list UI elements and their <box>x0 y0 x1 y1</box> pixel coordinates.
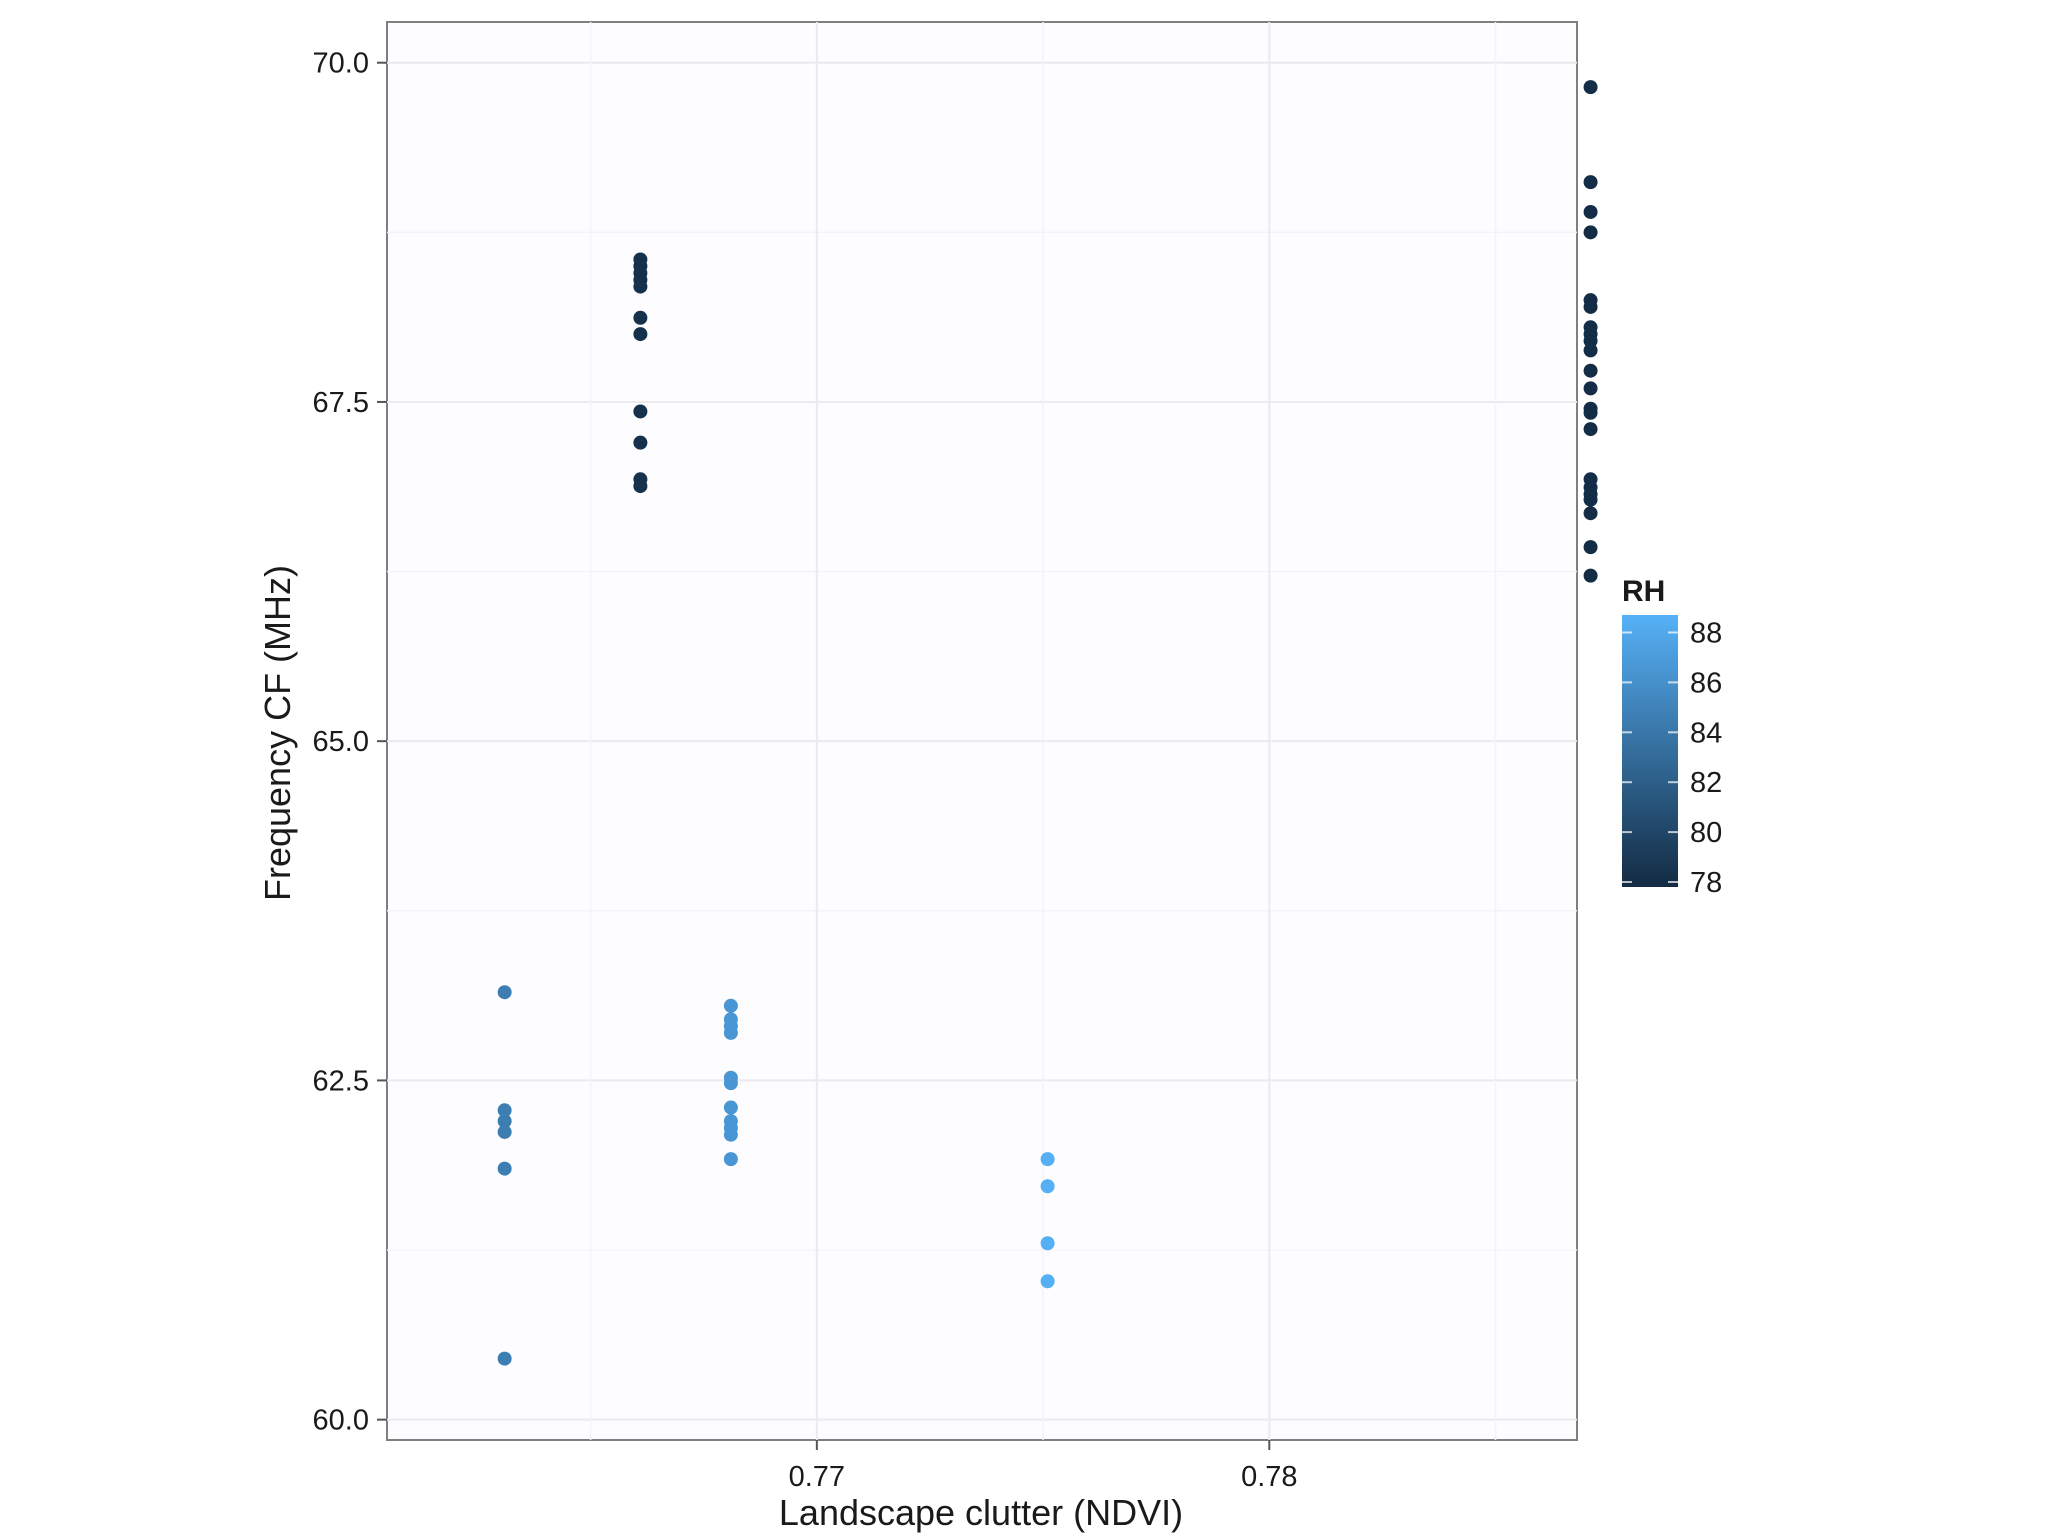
data-point <box>497 1103 512 1118</box>
legend-tick-label: 82 <box>1690 767 1722 799</box>
data-point <box>1583 299 1598 314</box>
legend-tick-label: 84 <box>1690 717 1722 749</box>
data-point <box>633 404 648 419</box>
y-tick-label: 65.0 <box>313 726 369 758</box>
data-point <box>1583 540 1598 555</box>
data-point <box>1583 80 1598 95</box>
x-axis-title: Landscape clutter (NDVI) <box>779 1492 1183 1533</box>
data-point <box>497 985 512 1000</box>
axes: 60.0 62.5 65.0 67.5 70.0 0.77 0.78 <box>313 48 1298 1493</box>
y-axis-title: Frequency CF (MHz) <box>257 565 298 901</box>
data-point <box>1583 492 1598 507</box>
y-tick-label: 70.0 <box>313 48 369 80</box>
legend-tick-label: 88 <box>1690 617 1722 649</box>
legend-tick-label: 78 <box>1690 867 1722 899</box>
legend-colorbar <box>1622 615 1678 887</box>
x-tick-label: 0.77 <box>789 1461 845 1493</box>
data-point <box>723 1152 738 1167</box>
grid-lines <box>387 22 1577 1440</box>
data-point <box>1040 1236 1055 1251</box>
data-point <box>723 1100 738 1115</box>
color-legend: RH 78 80 82 84 86 88 <box>1622 575 1722 899</box>
y-tick-label: 62.5 <box>313 1065 369 1097</box>
data-point <box>1583 568 1598 583</box>
data-point <box>1583 405 1598 420</box>
data-point <box>497 1124 512 1139</box>
data-point <box>1040 1152 1055 1167</box>
data-point <box>633 310 648 325</box>
y-tick-label: 67.5 <box>313 387 369 419</box>
data-point <box>1583 225 1598 240</box>
data-point <box>1583 343 1598 358</box>
data-point <box>723 1025 738 1040</box>
data-point <box>1583 422 1598 437</box>
legend-title: RH <box>1622 575 1665 608</box>
data-point <box>723 998 738 1013</box>
data-point <box>633 435 648 450</box>
data-point <box>633 327 648 342</box>
data-point <box>497 1114 512 1129</box>
y-tick-label: 60.0 <box>313 1405 369 1437</box>
legend-tick-label: 86 <box>1690 667 1722 699</box>
plot-panel <box>386 21 1578 1441</box>
legend-tick-label: 80 <box>1690 817 1722 849</box>
data-point <box>723 1127 738 1142</box>
data-point <box>1040 1274 1055 1289</box>
data-point <box>633 479 648 494</box>
data-point <box>497 1351 512 1366</box>
data-point <box>723 1076 738 1091</box>
x-tick-label: 0.78 <box>1241 1461 1297 1493</box>
data-point <box>1583 175 1598 190</box>
data-point <box>1583 506 1598 521</box>
data-point <box>1583 381 1598 396</box>
legend-ticks: 78 80 82 84 86 88 <box>1622 617 1722 899</box>
data-point <box>1583 204 1598 219</box>
data-point <box>633 279 648 294</box>
data-point <box>497 1161 512 1176</box>
data-points <box>497 80 1598 1366</box>
data-point <box>1040 1179 1055 1194</box>
data-point <box>1583 363 1598 378</box>
